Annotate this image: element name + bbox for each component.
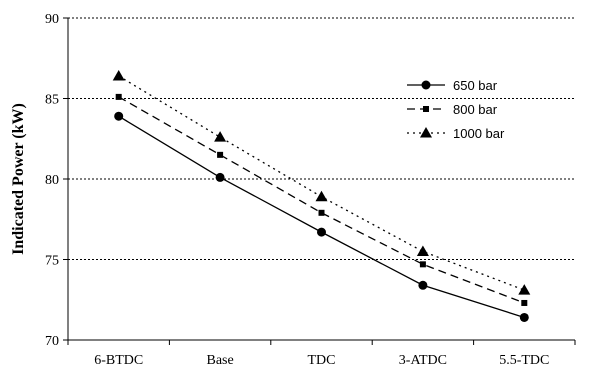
series-group — [112, 69, 531, 295]
y-tick-label: 70 — [45, 334, 59, 349]
data-point-triangle — [420, 127, 432, 138]
x-tick-label: 3-ATDC — [399, 353, 447, 368]
data-point-square — [115, 93, 122, 100]
legend-label: 800 bar — [453, 102, 498, 117]
data-point-triangle — [214, 131, 227, 142]
data-point-circle — [317, 227, 326, 237]
x-tick-labels: 6-BTDC Base TDC 3-ATDC 5.5-TDC — [94, 353, 549, 368]
legend-item: 800 bar — [407, 102, 498, 117]
axes — [63, 17, 576, 345]
series — [112, 69, 531, 322]
x-tick-label: 6-BTDC — [94, 353, 143, 368]
x-tick-label: Base — [206, 353, 233, 368]
legend-label: 1000 bar — [453, 126, 505, 141]
data-point-square — [521, 299, 528, 306]
data-point-square — [423, 106, 429, 112]
y-tick-labels: 70 75 80 85 90 — [45, 12, 59, 349]
legend: 650 bar 800 bar 1000 bar — [407, 78, 505, 141]
legend-label: 650 bar — [453, 78, 498, 93]
y-tick-label: 85 — [45, 93, 59, 108]
gridlines — [68, 17, 575, 260]
data-point-triangle — [416, 245, 429, 256]
x-tick-label: 5.5-TDC — [499, 353, 549, 368]
data-point-triangle — [518, 284, 531, 295]
data-point-square — [419, 261, 426, 268]
data-point-circle — [215, 172, 225, 182]
data-point-circle — [114, 111, 124, 121]
y-tick-label: 75 — [45, 254, 59, 269]
data-point-circle — [421, 80, 431, 90]
data-point-square — [217, 151, 224, 158]
data-point-circle — [519, 312, 529, 322]
series-group — [115, 93, 528, 306]
series-group — [114, 111, 529, 322]
y-tick-label: 80 — [45, 173, 59, 188]
legend-item: 650 bar — [407, 78, 498, 93]
data-point-circle — [418, 280, 428, 290]
data-point-triangle — [112, 69, 125, 81]
data-point-triangle — [315, 190, 328, 202]
x-tick-label: TDC — [308, 353, 336, 368]
series-line — [118, 96, 525, 304]
series-line — [118, 75, 525, 291]
series-line — [118, 115, 525, 319]
data-point-square — [318, 209, 325, 216]
y-tick-label: 90 — [45, 12, 59, 27]
y-axis-title: Indicated Power (kW) — [10, 103, 27, 255]
legend-item: 1000 bar — [407, 126, 505, 141]
